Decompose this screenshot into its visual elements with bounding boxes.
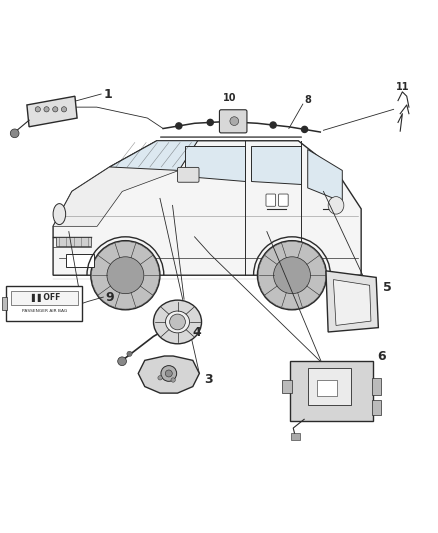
Circle shape	[91, 241, 160, 310]
Circle shape	[301, 126, 307, 133]
Text: ▐▐ OFF: ▐▐ OFF	[28, 293, 60, 302]
Ellipse shape	[53, 204, 66, 224]
FancyBboxPatch shape	[283, 380, 292, 393]
Circle shape	[107, 257, 144, 294]
Ellipse shape	[166, 311, 190, 333]
FancyBboxPatch shape	[317, 379, 337, 395]
FancyBboxPatch shape	[291, 433, 300, 440]
FancyBboxPatch shape	[266, 194, 276, 206]
Polygon shape	[326, 271, 378, 332]
FancyBboxPatch shape	[56, 237, 91, 246]
Circle shape	[127, 351, 132, 357]
FancyBboxPatch shape	[307, 368, 351, 405]
Circle shape	[11, 129, 19, 138]
FancyBboxPatch shape	[7, 286, 82, 321]
Polygon shape	[27, 96, 77, 127]
Ellipse shape	[328, 197, 344, 214]
Circle shape	[171, 378, 175, 382]
Text: 5: 5	[383, 281, 392, 294]
Polygon shape	[53, 141, 198, 227]
Text: 4: 4	[193, 326, 201, 340]
FancyBboxPatch shape	[11, 291, 78, 305]
Circle shape	[258, 241, 327, 310]
Polygon shape	[138, 356, 199, 393]
Polygon shape	[110, 141, 198, 171]
Circle shape	[161, 366, 177, 381]
Polygon shape	[251, 146, 301, 184]
Text: 10: 10	[223, 93, 237, 103]
FancyBboxPatch shape	[372, 400, 381, 415]
FancyBboxPatch shape	[177, 167, 199, 182]
FancyBboxPatch shape	[279, 194, 288, 206]
Polygon shape	[53, 141, 361, 275]
Circle shape	[270, 122, 276, 128]
FancyBboxPatch shape	[66, 254, 94, 266]
Text: 3: 3	[205, 373, 213, 386]
Circle shape	[61, 107, 67, 112]
Circle shape	[230, 117, 239, 125]
Text: 11: 11	[396, 82, 410, 92]
Text: 9: 9	[106, 290, 114, 304]
Circle shape	[158, 376, 162, 380]
Circle shape	[274, 257, 311, 294]
Circle shape	[207, 119, 213, 125]
Circle shape	[44, 107, 49, 112]
FancyBboxPatch shape	[372, 378, 381, 395]
Circle shape	[176, 123, 182, 129]
Circle shape	[118, 357, 127, 366]
FancyBboxPatch shape	[219, 110, 247, 133]
Circle shape	[239, 119, 245, 125]
Text: 8: 8	[304, 95, 311, 105]
Circle shape	[92, 241, 159, 309]
Polygon shape	[333, 280, 371, 326]
Text: 6: 6	[377, 350, 386, 362]
Circle shape	[165, 370, 172, 377]
Circle shape	[170, 314, 185, 330]
Polygon shape	[308, 149, 343, 202]
Circle shape	[53, 107, 58, 112]
Polygon shape	[185, 146, 245, 181]
Text: 1: 1	[103, 87, 112, 101]
Ellipse shape	[153, 300, 201, 344]
FancyBboxPatch shape	[2, 297, 7, 310]
FancyBboxPatch shape	[290, 361, 373, 421]
Circle shape	[35, 107, 40, 112]
Circle shape	[258, 241, 326, 309]
Text: PASSENGER AIR BAG: PASSENGER AIR BAG	[22, 310, 67, 313]
